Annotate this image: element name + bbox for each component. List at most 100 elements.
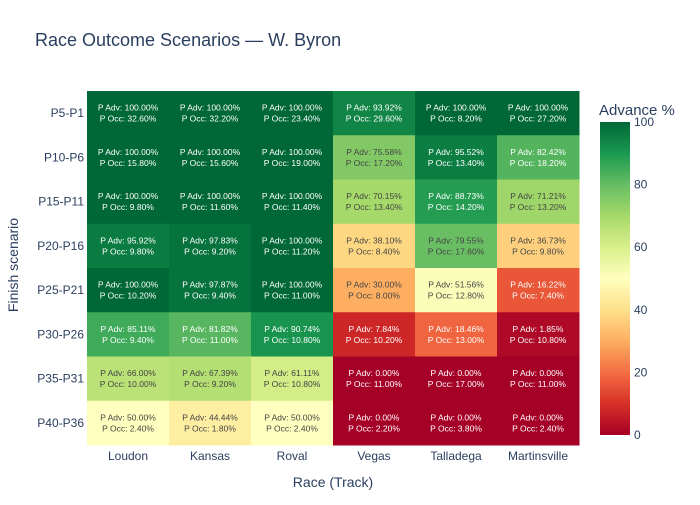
cell-adv-label: P Adv: 100.00% — [98, 191, 159, 201]
cell-adv-label: P Adv: 0.00% — [513, 368, 564, 378]
heatmap-cell — [87, 400, 170, 446]
colorbar-tick-label: 0 — [634, 428, 641, 442]
cell-occ-label: P Occ: 11.20% — [264, 246, 320, 256]
cell-occ-label: P Occ: 11.00% — [264, 291, 320, 301]
cell-occ-label: P Occ: 9.80% — [512, 246, 564, 256]
heatmap-cell — [251, 91, 334, 136]
cell-adv-label: P Adv: 7.84% — [349, 324, 400, 334]
cell-adv-label: P Adv: 97.83% — [182, 235, 238, 245]
cell-occ-label: P Occ: 17.60% — [428, 246, 485, 256]
colorbar-ticks: 0 20 40 60 80 100 — [634, 115, 654, 442]
heatmap-cell — [333, 179, 416, 225]
heatmap-cell — [333, 312, 416, 357]
cell-adv-label: P Adv: 51.56% — [428, 280, 484, 290]
cell-occ-label: P Occ: 19.00% — [264, 158, 321, 168]
cell-adv-label: P Adv: 100.00% — [426, 103, 487, 113]
cell-adv-label: P Adv: 82.42% — [510, 147, 566, 157]
cell-occ-label: P Occ: 7.40% — [512, 291, 564, 301]
cell-occ-label: P Occ: 11.00% — [346, 379, 402, 389]
heatmap-cell — [169, 356, 252, 402]
heatmap-cell — [169, 223, 252, 269]
heatmap-cell — [333, 91, 416, 136]
cell-occ-label: P Occ: 2.40% — [102, 423, 154, 433]
cell-adv-label: P Adv: 93.92% — [346, 103, 402, 113]
cell-adv-label: P Adv: 88.73% — [428, 191, 484, 201]
cell-occ-label: P Occ: 3.80% — [430, 423, 482, 433]
cell-occ-label: P Occ: 10.80% — [264, 379, 321, 389]
heatmap-cell — [497, 312, 580, 357]
colorbar-title: Advance % — [599, 102, 675, 119]
heatmap-cell — [87, 356, 170, 402]
cell-adv-label: P Adv: 50.00% — [100, 412, 156, 422]
heatmap-cells: P Adv: 100.00%P Occ: 32.60%P Adv: 100.00… — [87, 91, 580, 446]
cell-occ-label: P Occ: 9.80% — [102, 246, 154, 256]
cell-occ-label: P Occ: 27.20% — [510, 114, 567, 124]
heatmap-cell — [169, 400, 252, 446]
y-tick-label: P40-P36 — [37, 416, 84, 430]
cell-adv-label: P Adv: 0.00% — [349, 412, 400, 422]
heatmap-cell — [497, 135, 580, 180]
heatmap-cell — [87, 135, 170, 180]
heatmap-cell — [251, 179, 334, 225]
cell-occ-label: P Occ: 11.00% — [182, 335, 238, 345]
x-tick-label: Loudon — [108, 449, 148, 463]
cell-occ-label: P Occ: 29.60% — [346, 114, 403, 124]
heatmap-cell — [169, 91, 252, 136]
cell-occ-label: P Occ: 13.40% — [428, 158, 485, 168]
colorbar — [600, 122, 630, 435]
cell-occ-label: P Occ: 9.40% — [102, 335, 154, 345]
heatmap-cell — [497, 356, 580, 402]
cell-adv-label: P Adv: 97.87% — [182, 280, 238, 290]
heatmap-cell — [415, 223, 498, 269]
cell-adv-label: P Adv: 30.00% — [346, 280, 402, 290]
cell-adv-label: P Adv: 100.00% — [262, 147, 323, 157]
cell-adv-label: P Adv: 18.46% — [428, 324, 484, 334]
cell-occ-label: P Occ: 10.20% — [100, 291, 157, 301]
x-tick-label: Kansas — [190, 449, 230, 463]
colorbar-tick-label: 100 — [634, 115, 654, 129]
heatmap-cell — [415, 356, 498, 402]
cell-adv-label: P Adv: 44.44% — [182, 412, 238, 422]
cell-adv-label: P Adv: 0.00% — [513, 412, 564, 422]
colorbar-tick-label: 60 — [634, 240, 648, 254]
cell-occ-label: P Occ: 9.80% — [102, 202, 154, 212]
cell-occ-label: P Occ: 13.00% — [428, 335, 485, 345]
y-tick-label: P15-P11 — [38, 195, 84, 209]
cell-adv-label: P Adv: 100.00% — [262, 280, 323, 290]
heatmap-cell — [169, 268, 252, 313]
cell-occ-label: P Occ: 10.20% — [346, 335, 403, 345]
x-axis-ticks: Loudon Kansas Roval Vegas Talladega Martinsvi… — [108, 449, 568, 463]
cell-adv-label: P Adv: 50.00% — [264, 412, 320, 422]
y-tick-label: P5-P1 — [51, 106, 85, 120]
heatmap-cell — [415, 400, 498, 446]
heatmap-cell — [251, 135, 334, 180]
cell-adv-label: P Adv: 16.22% — [510, 280, 566, 290]
cell-adv-label: P Adv: 36.73% — [510, 235, 566, 245]
cell-adv-label: P Adv: 100.00% — [180, 147, 241, 157]
cell-adv-label: P Adv: 100.00% — [508, 103, 569, 113]
cell-adv-label: P Adv: 100.00% — [98, 280, 159, 290]
cell-occ-label: P Occ: 18.20% — [510, 158, 567, 168]
heatmap-cell — [251, 223, 334, 269]
cell-occ-label: P Occ: 13.40% — [346, 202, 403, 212]
heatmap-cell — [333, 135, 416, 180]
heatmap-cell — [497, 268, 580, 313]
heatmap-cell — [497, 223, 580, 269]
cell-occ-label: P Occ: 23.40% — [264, 114, 321, 124]
heatmap-cell — [251, 312, 334, 357]
cell-occ-label: P Occ: 15.60% — [182, 158, 239, 168]
y-axis-ticks: P5-P1 P10-P6 P15-P11 P20-P16 P25-P21 P30-P26 P… — [37, 106, 84, 430]
heatmap-cell — [251, 268, 334, 313]
heatmap-cell — [251, 356, 334, 402]
cell-adv-label: P Adv: 95.92% — [100, 235, 156, 245]
cell-occ-label: P Occ: 1.80% — [184, 423, 236, 433]
heatmap-cell — [497, 400, 580, 446]
cell-adv-label: P Adv: 70.15% — [346, 191, 402, 201]
cell-adv-label: P Adv: 95.52% — [428, 147, 484, 157]
cell-adv-label: P Adv: 90.74% — [264, 324, 320, 334]
cell-occ-label: P Occ: 17.20% — [346, 158, 403, 168]
heatmap-cell — [169, 135, 252, 180]
heatmap-cell — [333, 356, 416, 402]
